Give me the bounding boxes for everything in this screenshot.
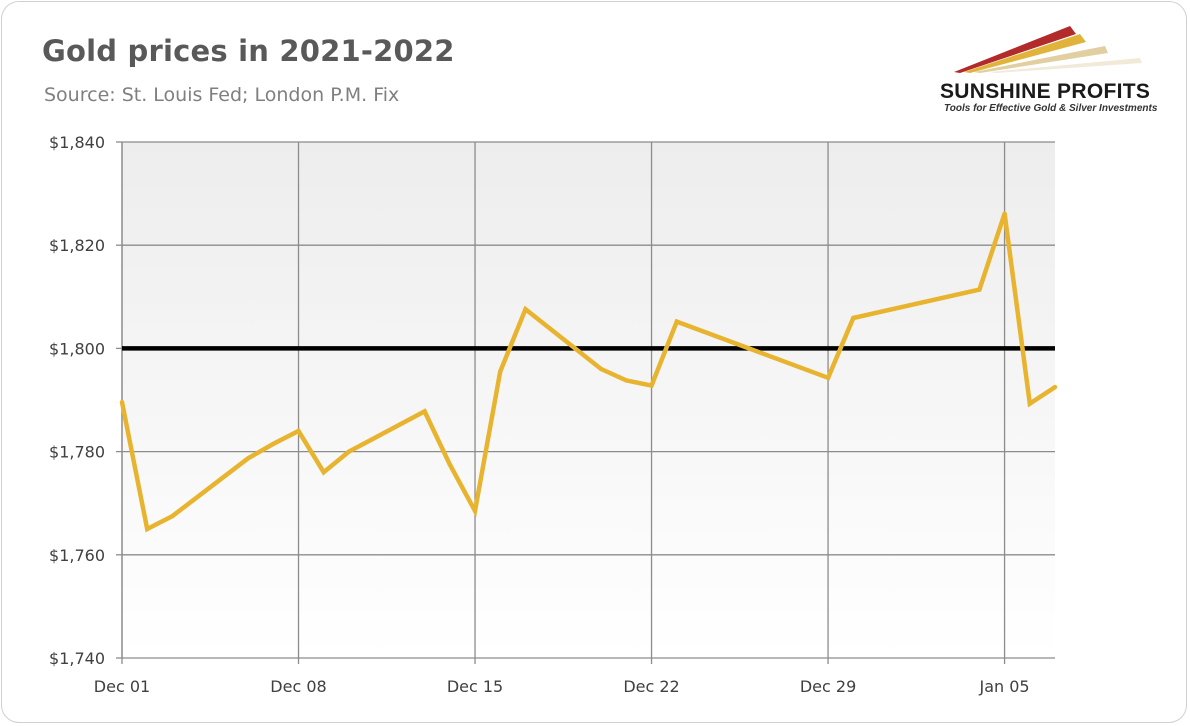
logo-stripe-light [990, 58, 1142, 73]
gold-price-point [472, 508, 478, 514]
gold-price-point [825, 375, 831, 380]
logo-stripe-gold [964, 34, 1086, 73]
y-tick-label: $1,820 [49, 236, 105, 255]
gold-price-point [271, 441, 276, 447]
x-tick-label: Dec 15 [447, 677, 503, 696]
gold-price-point [1052, 384, 1058, 390]
gold-price-point [598, 366, 604, 372]
gold-price-point [170, 513, 175, 519]
x-tick-label: Dec 01 [94, 677, 150, 696]
gold-price-point [346, 449, 352, 454]
x-tick-label: Dec 08 [270, 677, 326, 696]
x-tick-labels: Dec 01 Dec 08 Dec 15 Dec 22 Dec 29 Jan 05 [94, 677, 1030, 696]
gold-price-point [1002, 211, 1007, 216]
plot-area [122, 142, 1055, 658]
y-tick-label: $1,780 [49, 443, 105, 462]
gold-price-point [977, 287, 982, 292]
logo-name: SUNSHINE PROFITS [940, 80, 1151, 103]
gold-price-point [296, 428, 301, 434]
logo-stripe-red [954, 26, 1076, 73]
gold-price-point [851, 315, 856, 321]
gold-price-point [624, 378, 629, 383]
gold-price-point [649, 383, 654, 388]
y-tick-label: $1,740 [49, 649, 105, 668]
gold-price-point [119, 399, 125, 405]
gold-price-point [145, 526, 150, 532]
gold-price-point [523, 307, 528, 312]
sunshine-profits-logo-icon [954, 26, 1142, 73]
y-tick-label: $1,840 [49, 133, 105, 152]
x-tick-label: Jan 05 [979, 677, 1030, 696]
logo-stripe-sand [974, 46, 1108, 73]
x-tick-label: Dec 29 [800, 677, 856, 696]
y-tick-labels: $1,740 $1,760 $1,780 $1,800 $1,820 $1,840 [49, 133, 105, 668]
gold-price-point [674, 319, 679, 324]
gold-price-point [498, 369, 503, 374]
chart-title: Gold prices in 2021-2022 [42, 34, 455, 68]
y-tick-label: $1,760 [49, 546, 105, 565]
logo-tagline: Tools for Effective Gold & Silver Invest… [944, 103, 1158, 114]
y-tick-label: $1,800 [49, 339, 105, 358]
x-tick-label: Dec 22 [623, 677, 679, 696]
gold-price-point [321, 470, 326, 475]
gold-price-point [422, 409, 427, 414]
chart-subtitle: Source: St. Louis Fed; London P.M. Fix [44, 84, 400, 106]
gold-price-point [1027, 401, 1033, 406]
gold-price-point [447, 462, 452, 467]
series-layer [119, 211, 1058, 533]
gold-price-point [245, 456, 251, 461]
